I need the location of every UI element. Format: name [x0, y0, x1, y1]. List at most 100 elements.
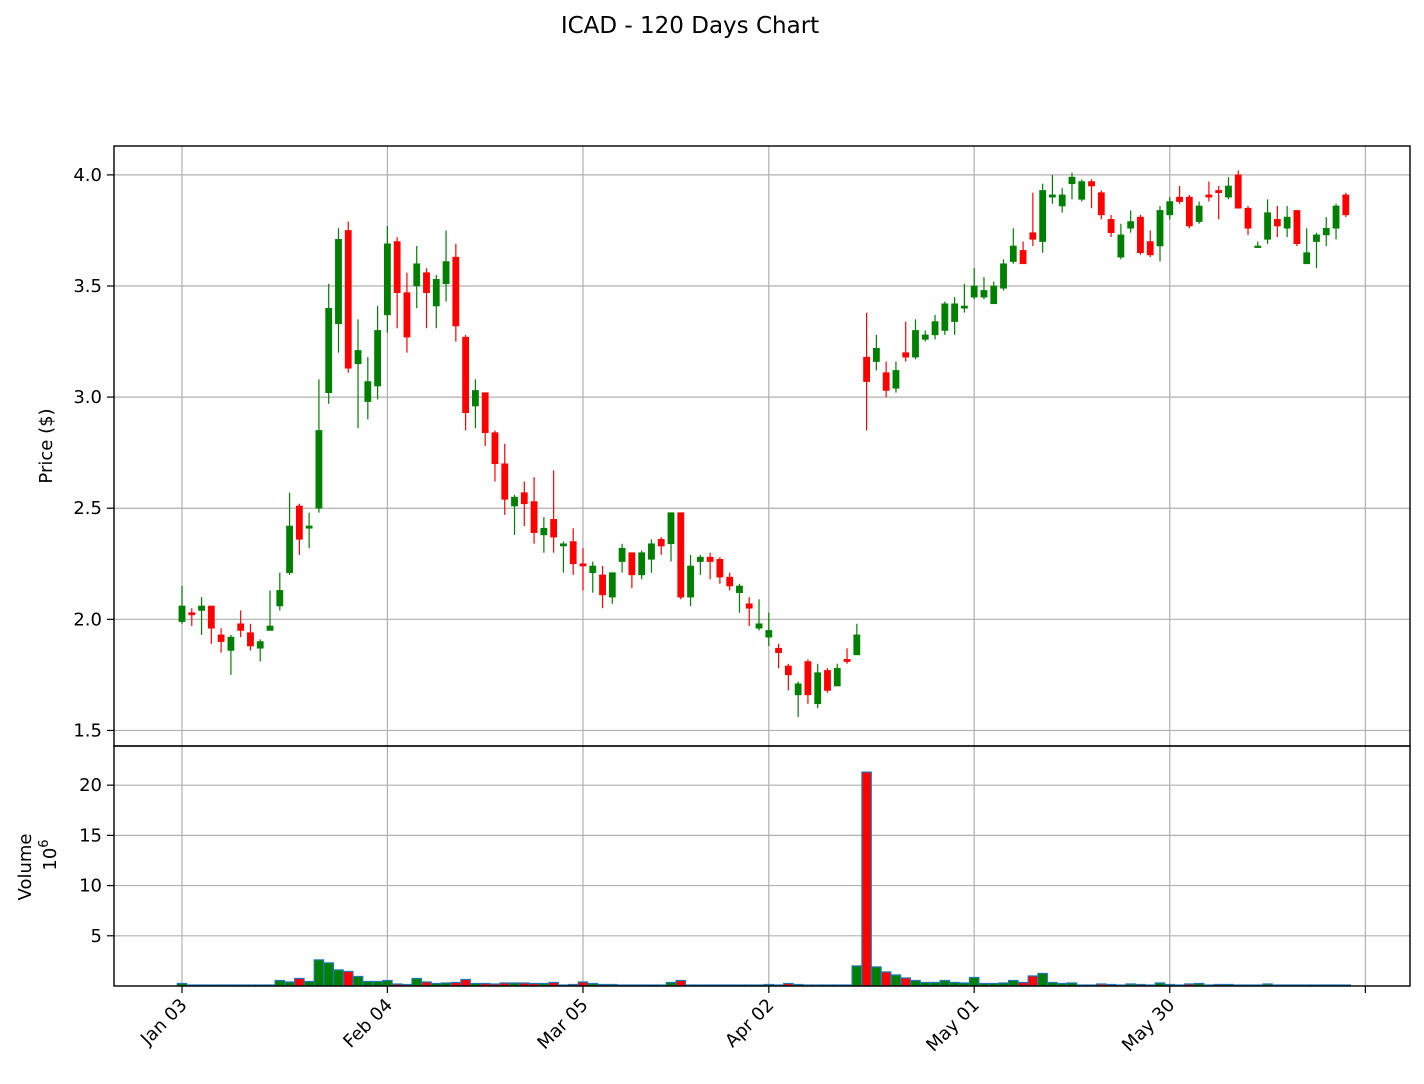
- candle-body: [520, 492, 528, 505]
- candle-body: [491, 432, 499, 465]
- volume-multiplier-base: 10: [40, 848, 61, 871]
- candle-body: [726, 576, 734, 587]
- candle-body: [540, 527, 548, 536]
- candle: [354, 319, 362, 429]
- candle-body: [1107, 219, 1115, 233]
- candle-body: [589, 565, 597, 573]
- volume-bar: [382, 979, 393, 987]
- candle: [696, 554, 704, 575]
- candle: [618, 543, 626, 573]
- candle-body: [667, 512, 675, 545]
- candle: [980, 277, 988, 300]
- candle: [902, 321, 910, 362]
- candle-body: [1127, 221, 1135, 229]
- candle: [1088, 179, 1095, 209]
- candle-body: [1029, 232, 1037, 240]
- candle-body: [511, 496, 518, 507]
- candle: [892, 361, 900, 393]
- volume-bar: [294, 977, 305, 987]
- candle-body: [853, 634, 861, 656]
- candle: [520, 481, 528, 526]
- candle: [912, 319, 919, 360]
- candle: [1273, 206, 1281, 238]
- candle: [344, 221, 352, 373]
- candle: [1000, 259, 1007, 291]
- candle: [736, 583, 743, 613]
- volume-axis-label: Volume: [15, 834, 36, 901]
- candle-body: [276, 590, 284, 607]
- price-panel-frame: [113, 145, 1411, 747]
- candle-body: [628, 552, 636, 576]
- candle-body: [188, 612, 196, 616]
- candle-body: [775, 647, 782, 653]
- candle-body: [295, 505, 303, 540]
- candle: [1283, 206, 1291, 238]
- volume-bar: [675, 979, 687, 987]
- candle-body: [794, 683, 802, 696]
- candle: [227, 634, 235, 675]
- volume-bar: [1027, 975, 1039, 987]
- x-tick-label: Feb 04: [339, 995, 397, 1053]
- candle-body: [648, 543, 655, 560]
- volume-bar: [851, 965, 863, 987]
- candle: [266, 590, 274, 631]
- candle: [491, 430, 499, 482]
- price-tick-label: 2.5: [73, 498, 102, 519]
- candle-body: [471, 390, 479, 407]
- candle: [1313, 232, 1320, 269]
- candle-body: [550, 519, 558, 538]
- candle-body: [315, 430, 323, 509]
- candle-body: [237, 623, 245, 631]
- price-tick-label: 2.0: [73, 609, 102, 630]
- candle: [1205, 181, 1213, 202]
- candle-body: [706, 556, 714, 562]
- candle: [315, 379, 323, 513]
- candle: [765, 612, 773, 646]
- candle-body: [354, 350, 362, 365]
- candle: [1049, 174, 1056, 204]
- candle-body: [608, 572, 616, 598]
- candle: [550, 470, 558, 553]
- candle: [951, 297, 959, 335]
- candle: [755, 599, 763, 631]
- candle-body: [1009, 245, 1017, 262]
- candle-body: [951, 303, 959, 322]
- volume-grid: [114, 746, 1410, 986]
- candle-body: [677, 512, 685, 598]
- candle-body: [1146, 241, 1154, 256]
- candle-body: [941, 303, 949, 331]
- candle-body: [579, 563, 587, 567]
- candle: [628, 552, 636, 589]
- candle: [1078, 179, 1086, 202]
- candle: [256, 639, 264, 662]
- candle-body: [481, 392, 489, 433]
- candle: [1176, 186, 1183, 204]
- candle: [374, 306, 381, 400]
- candle-body: [863, 356, 870, 382]
- candle: [325, 283, 333, 404]
- candle: [706, 552, 714, 580]
- volume-bar: [871, 966, 882, 987]
- candle-body: [892, 370, 900, 389]
- candle: [560, 541, 567, 573]
- candle-body: [569, 541, 577, 565]
- candle-body: [1156, 210, 1164, 247]
- candle: [599, 566, 606, 609]
- candle: [863, 312, 870, 431]
- candle-body: [423, 272, 430, 293]
- candle: [648, 539, 655, 573]
- candle-body: [745, 603, 753, 609]
- candle: [1215, 186, 1223, 220]
- volume-tick-label: 15: [79, 825, 102, 846]
- candle-body: [657, 539, 665, 547]
- candle-body: [931, 321, 939, 336]
- candle: [442, 230, 450, 302]
- price-tick-label: 4.0: [73, 165, 102, 186]
- candle: [530, 477, 538, 544]
- candle: [1127, 210, 1135, 233]
- candle: [579, 548, 587, 591]
- volume-bar: [411, 977, 423, 987]
- candle-body: [804, 661, 812, 696]
